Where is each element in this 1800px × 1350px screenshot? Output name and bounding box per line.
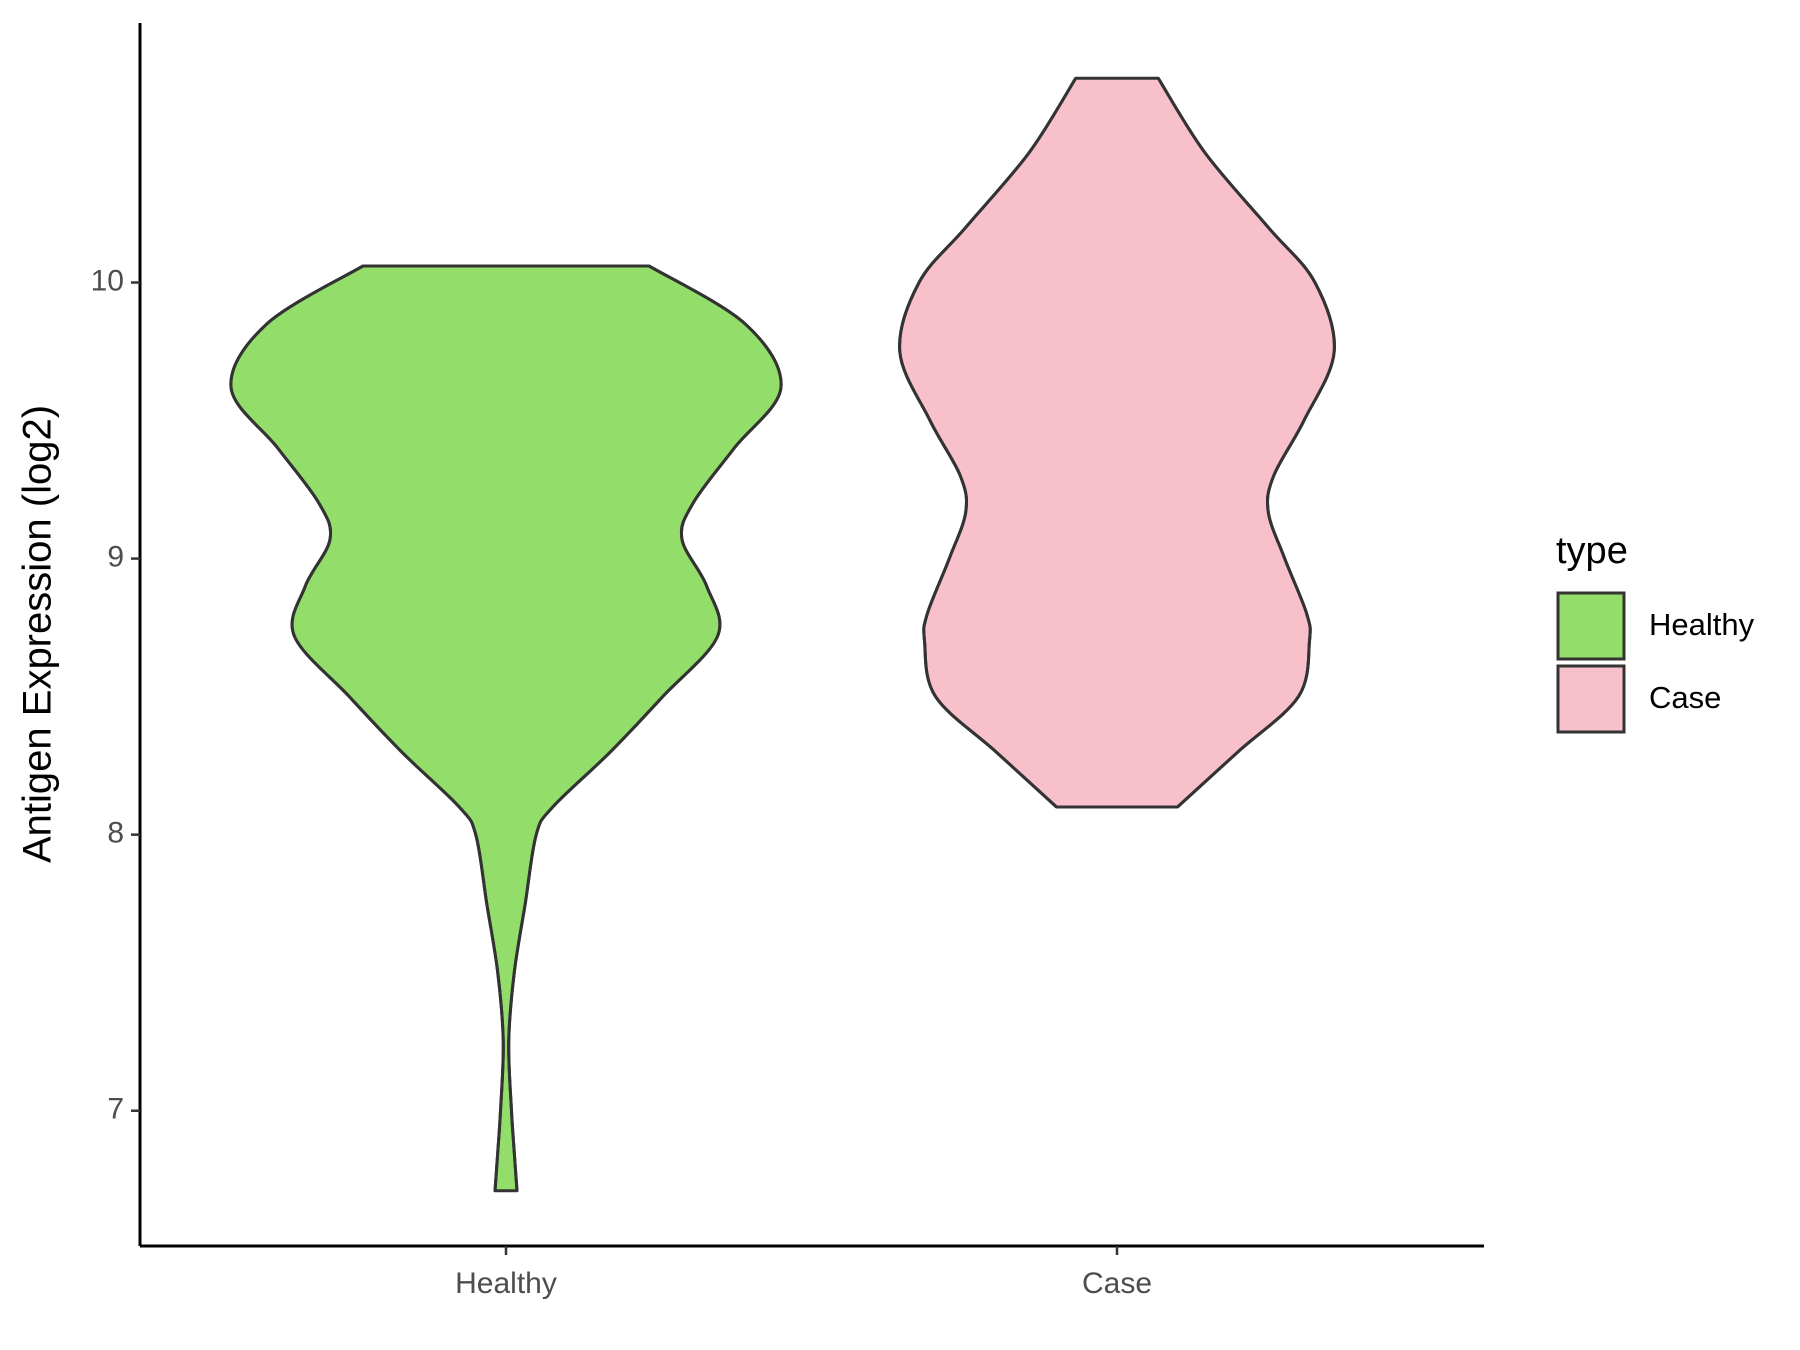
legend-key [1556,591,1626,661]
violin-body [898,76,1336,809]
legend-label: Healthy [1649,607,1755,642]
y-tick-label: 10 [91,264,124,297]
legend-key [1556,664,1626,734]
violin-outline-right [1156,77,1336,809]
y-axis-title: Antigen Expression (log2) [16,405,60,863]
y-tick-label: 8 [107,817,124,850]
legend-title: type [1556,530,1628,572]
x-tick-label: Healthy [455,1267,557,1300]
violin-outline-left [229,264,505,1191]
violin-outline-left [898,77,1078,809]
y-tick-label: 7 [107,1093,124,1126]
violin-body [229,264,783,1193]
x-tick-label: Case [1082,1267,1152,1300]
y-tick-label: 9 [107,541,124,574]
violin-outline-right [507,264,783,1191]
legend-label: Case [1649,680,1721,715]
